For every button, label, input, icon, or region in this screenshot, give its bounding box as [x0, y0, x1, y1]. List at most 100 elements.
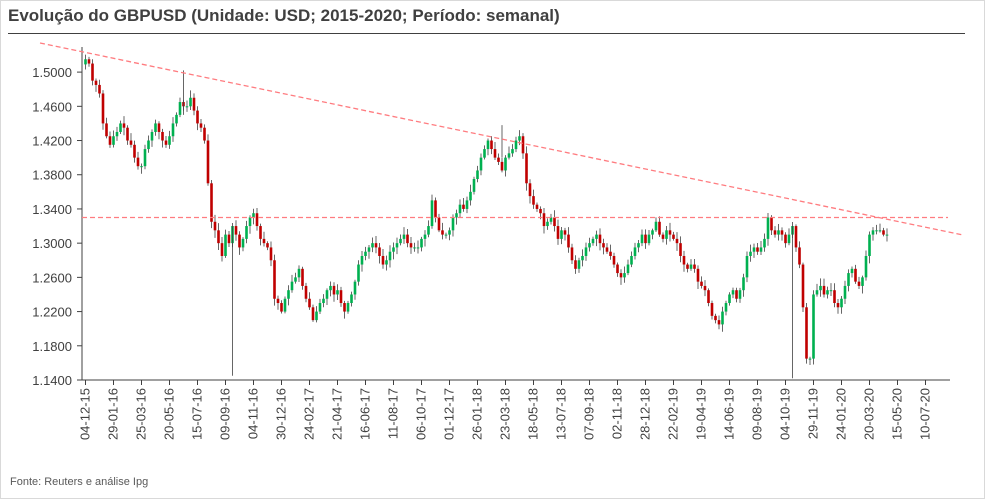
candle-down: [493, 149, 497, 158]
candle-down: [535, 204, 539, 209]
candle-up: [283, 298, 287, 312]
candle-up: [416, 247, 420, 249]
candle-down: [164, 140, 168, 145]
candle-down: [710, 303, 714, 316]
candle-down: [717, 320, 721, 325]
candle-up: [630, 255, 633, 265]
candle-up: [252, 213, 255, 218]
y-tick-label: 1.3000: [32, 236, 72, 251]
candle-up: [430, 200, 434, 227]
candle-down: [693, 264, 696, 269]
candle-up: [318, 303, 322, 312]
candle-up: [745, 255, 749, 278]
candle-up: [325, 290, 329, 299]
candle-down: [136, 157, 140, 167]
x-tick-label: 04-10-19: [778, 388, 793, 440]
candle-down: [122, 123, 126, 128]
candle-up: [367, 247, 371, 252]
candle-down: [276, 298, 280, 304]
candle-down: [854, 268, 857, 282]
candle-down: [437, 217, 441, 231]
candle-down: [707, 290, 710, 304]
candle-up: [483, 149, 486, 158]
candle-up: [451, 217, 455, 231]
candle-up: [511, 149, 514, 154]
candle-down: [259, 226, 262, 239]
candle-up: [763, 238, 766, 248]
candle-up: [224, 234, 227, 256]
candle-up: [287, 290, 290, 299]
candle-down: [672, 234, 675, 239]
candle-up: [371, 243, 374, 248]
x-tick-label: 10-07-20: [918, 388, 933, 440]
candle-up: [640, 234, 644, 244]
candle-up: [469, 191, 472, 201]
candle-up: [423, 234, 427, 239]
candle-up: [472, 179, 476, 192]
candle-up: [549, 217, 553, 222]
candle-down: [679, 243, 682, 256]
candle-down: [133, 144, 136, 158]
candle-down: [269, 247, 273, 261]
candle-down: [441, 230, 444, 235]
candle-up: [241, 238, 245, 248]
candle-up: [815, 290, 819, 295]
y-tick-label: 1.2600: [32, 270, 72, 285]
x-tick-label: 25-03-16: [134, 388, 149, 440]
candle-up: [752, 247, 756, 252]
candle-up: [444, 234, 448, 236]
candle-up: [329, 285, 332, 291]
candle-down: [217, 230, 220, 244]
x-tick-label: 09-09-16: [218, 388, 233, 440]
candle-up: [392, 247, 395, 252]
candle-up: [486, 140, 490, 150]
candle-down: [836, 303, 840, 308]
candle-up: [115, 131, 119, 137]
candle-up: [297, 268, 301, 278]
candle-up: [871, 230, 875, 235]
y-tick-label: 1.4600: [32, 99, 72, 114]
candle-up: [147, 140, 150, 150]
candle-down: [801, 264, 805, 308]
candle-down: [311, 307, 315, 321]
candle-down: [105, 123, 108, 137]
candle-down: [563, 230, 567, 235]
candle-up: [248, 217, 252, 227]
candle-up: [749, 251, 752, 256]
candle-down: [255, 213, 259, 227]
candle-down: [378, 247, 381, 256]
candle-up: [577, 260, 581, 269]
candle-down: [203, 127, 206, 141]
candle-up: [178, 102, 182, 115]
candle-down: [616, 264, 619, 274]
candle-up: [787, 234, 791, 244]
candle-up: [843, 285, 847, 299]
candle-up: [868, 234, 871, 256]
candle-down: [266, 243, 269, 248]
candle-up: [388, 251, 392, 261]
candle-up: [623, 273, 626, 278]
candle-down: [129, 140, 133, 145]
candle-down: [658, 221, 661, 235]
candle-down: [735, 290, 738, 299]
candle-down: [521, 136, 525, 154]
candle-up: [724, 303, 728, 312]
candle-up: [465, 200, 469, 209]
candle-down: [780, 230, 784, 235]
x-tick-label: 29-11-19: [806, 388, 821, 439]
candle-up: [518, 136, 521, 141]
candle-down: [567, 234, 570, 248]
candle-up: [399, 238, 402, 244]
candle-up: [455, 213, 458, 218]
candle-down: [343, 303, 346, 312]
candle-down: [94, 80, 98, 85]
candle-down: [87, 59, 91, 64]
candle-down: [210, 183, 213, 222]
overlays: [39, 42, 964, 236]
candle-up: [154, 123, 157, 132]
candle-up: [357, 264, 360, 282]
candle-down: [714, 315, 717, 321]
candle-up: [847, 273, 850, 286]
candle-up: [185, 106, 189, 108]
